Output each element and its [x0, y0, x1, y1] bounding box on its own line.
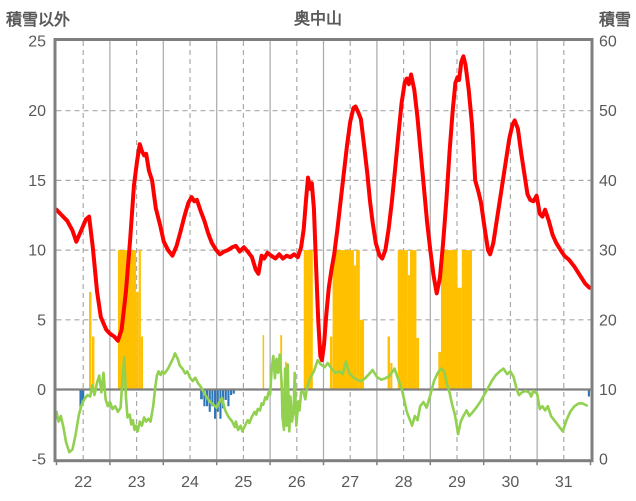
x-axis-tick-label: 25: [235, 474, 253, 491]
chart-title: 奥中山: [293, 11, 342, 28]
orange-sunshine-bars-bar: [303, 250, 313, 390]
orange-sunshine-bars-bar: [92, 336, 95, 390]
orange-sunshine-bars-bar: [353, 265, 357, 390]
orange-sunshine-bars-bar: [356, 250, 360, 390]
left-axis-tick-label: 25: [28, 34, 46, 51]
orange-sunshine-bars-bar: [397, 250, 408, 390]
red-temperature-line: [54, 54, 592, 363]
right-axis-tick-label: 30: [599, 243, 617, 260]
blue-precip-bars-bar: [216, 389, 219, 412]
blue-precip-bars-bar: [219, 389, 222, 419]
orange-sunshine-bars-bar: [262, 335, 265, 390]
left-axis-tick-label: 0: [37, 382, 46, 399]
x-axis-tick-label: 27: [341, 474, 359, 491]
orange-sunshine-bars-bar: [136, 291, 139, 390]
orange-sunshine-bars-bar: [89, 291, 92, 390]
x-axis-tick-label: 28: [395, 474, 413, 491]
blue-precip-bars-bar: [211, 389, 214, 407]
blue-precip-bars-bar: [200, 389, 203, 400]
blue-precip-bars-bar: [227, 389, 230, 407]
right-axis-tick-label: 50: [599, 103, 617, 120]
orange-sunshine-bars-bar: [329, 336, 333, 390]
orange-sunshine-bars-bar: [416, 337, 420, 390]
left-axis-title: 積雪以外: [6, 12, 71, 29]
right-axis-tick-label: 20: [599, 312, 617, 329]
right-axis-tick-label: 60: [599, 34, 617, 51]
blue-precip-bars-bar: [230, 389, 233, 396]
orange-sunshine-bars-bar: [410, 250, 417, 390]
x-axis-tick-label: 22: [74, 474, 92, 491]
orange-sunshine-bars-bar: [138, 250, 141, 390]
orange-sunshine-bars-bar: [461, 250, 472, 390]
x-axis-tick-label: 31: [555, 474, 573, 491]
blue-precip-bars-bar: [203, 389, 206, 407]
orange-sunshine-bars-bar: [457, 287, 462, 390]
right-axis-tick-label: 0: [599, 452, 608, 469]
orange-sunshine-bars-bar: [117, 250, 137, 390]
orange-sunshine-bars-bar: [407, 275, 411, 390]
green-line: [55, 352, 589, 454]
orange-sunshine-bars-bar: [440, 250, 458, 390]
x-axis-tick-label: 26: [288, 474, 306, 491]
left-axis-tick-label: 5: [37, 312, 46, 329]
x-axis-tick-label: 23: [128, 474, 146, 491]
x-axis-tick-label: 29: [448, 474, 466, 491]
left-axis-tick-label: 15: [28, 173, 46, 190]
left-axis-tick-label: 20: [28, 103, 46, 120]
left-axis-tick-label: -5: [32, 452, 46, 469]
left-axis-tick-label: 10: [28, 243, 46, 260]
x-axis-tick-label: 30: [502, 474, 520, 491]
right-axis-tick-label: 10: [599, 382, 617, 399]
blue-precip-bars-bar: [79, 389, 82, 411]
blue-precip-bars-bar: [81, 389, 85, 401]
orange-sunshine-bars-bar: [140, 336, 144, 390]
orange-sunshine-bars-bar: [390, 363, 393, 390]
blue-precip-bars-bar: [224, 389, 227, 400]
orange-sunshine-bars-bar: [332, 250, 354, 390]
right-axis-tick-label: 40: [599, 173, 617, 190]
right-axis-title: 積雪: [598, 12, 631, 29]
blue-precip-bars-bar: [232, 389, 235, 394]
orange-sunshine-bars-bar: [387, 336, 390, 390]
orange-sunshine-bars-bar: [359, 319, 365, 390]
x-axis-tick-label: 24: [181, 474, 199, 491]
blue-precip-bars-bar: [214, 389, 217, 419]
blue-precip-bars-bar: [587, 389, 590, 397]
